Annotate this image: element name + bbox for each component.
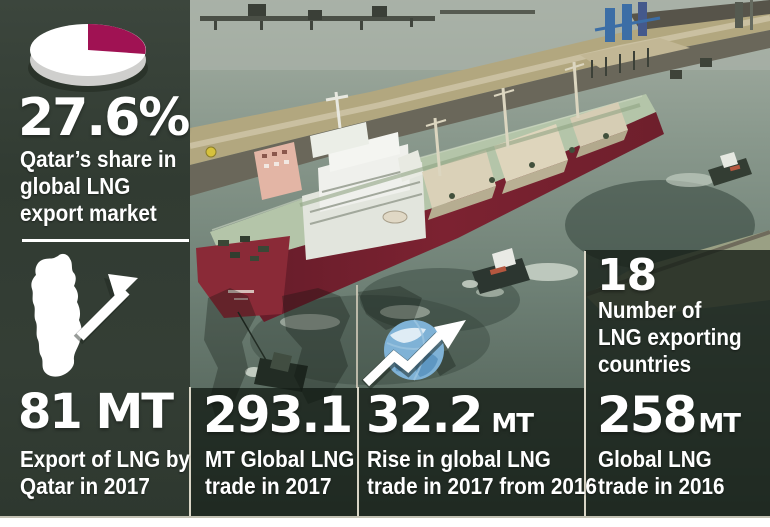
caption-line: Export of LNG by bbox=[20, 446, 191, 472]
stat-trade-2017-caption: MT Global LNG trade in 2017 bbox=[205, 446, 354, 500]
stat-rise-value: 32.2 MT bbox=[366, 390, 534, 440]
caption-line: Global LNG bbox=[598, 446, 712, 472]
photo-area bbox=[189, 0, 770, 516]
stat-trade-2017-value: 293.1 bbox=[203, 390, 353, 440]
divider-col2 bbox=[357, 387, 359, 516]
qatar-export-number: 81 MT bbox=[18, 384, 174, 440]
caption-line: Rise in global LNG bbox=[367, 446, 551, 472]
distant-piers bbox=[200, 4, 535, 30]
lng-tanker-ship bbox=[196, 61, 664, 330]
rising-zigzag-arrow bbox=[361, 320, 466, 390]
trade-2016-unit: MT bbox=[698, 409, 741, 439]
caption-line: countries bbox=[598, 351, 692, 377]
stat-share-value: 27.6% bbox=[18, 92, 190, 144]
trade-2016-number: 258 bbox=[597, 386, 697, 444]
rise-number: 32.2 bbox=[366, 386, 483, 444]
bottom-border bbox=[0, 516, 770, 518]
globe-growth-icon bbox=[361, 319, 466, 390]
caption-line: trade in 2017 from 2016 bbox=[367, 473, 597, 499]
rise-unit: MT bbox=[491, 409, 534, 439]
lng-tanker-photo bbox=[189, 0, 770, 516]
divider-col3 bbox=[584, 251, 586, 516]
share-number: 27.6% bbox=[18, 88, 190, 148]
lng-jetty bbox=[580, 0, 753, 79]
stat-exporters-value: 18 bbox=[597, 254, 657, 298]
caption-line: trade in 2017 bbox=[205, 473, 332, 499]
trade-2017-number: 293.1 bbox=[203, 386, 353, 444]
exporters-number: 18 bbox=[597, 250, 657, 301]
dark-overlays bbox=[190, 250, 770, 516]
stat-trade-2016-value: 258 MT bbox=[597, 390, 741, 440]
caption-line: MT Global LNG bbox=[205, 446, 355, 472]
caption-line: Number of bbox=[598, 297, 702, 323]
stat-exporters-caption: Number of LNG exporting countries bbox=[598, 297, 742, 378]
caption-line: global LNG bbox=[20, 173, 131, 199]
tugboats bbox=[205, 146, 752, 392]
caption-line: export market bbox=[20, 200, 157, 226]
world-map-watermark bbox=[204, 286, 456, 426]
stat-trade-2016-caption: Global LNG trade in 2016 bbox=[598, 446, 724, 500]
caption-line: trade in 2016 bbox=[598, 473, 725, 499]
stat-share-caption: Qatar’s share in global LNG export marke… bbox=[20, 146, 176, 227]
up-right-arrow-icon bbox=[73, 274, 138, 345]
pie-chart-icon bbox=[28, 24, 148, 92]
stat-qatar-export-value: 81 MT bbox=[18, 388, 174, 436]
stat-rise-caption: Rise in global LNG trade in 2017 from 20… bbox=[367, 446, 597, 500]
caption-line: Qatar’s share in bbox=[20, 146, 177, 172]
qatar-map-icon bbox=[31, 253, 138, 377]
stat-qatar-export-caption: Export of LNG by Qatar in 2017 bbox=[20, 446, 190, 500]
divider-col1 bbox=[189, 387, 191, 516]
caption-line: LNG exporting bbox=[598, 324, 742, 350]
pie-slice-qatar bbox=[88, 24, 146, 54]
divider-horizontal bbox=[22, 239, 189, 242]
qatar-silhouette bbox=[31, 253, 82, 377]
caption-line: Qatar in 2017 bbox=[20, 473, 150, 499]
